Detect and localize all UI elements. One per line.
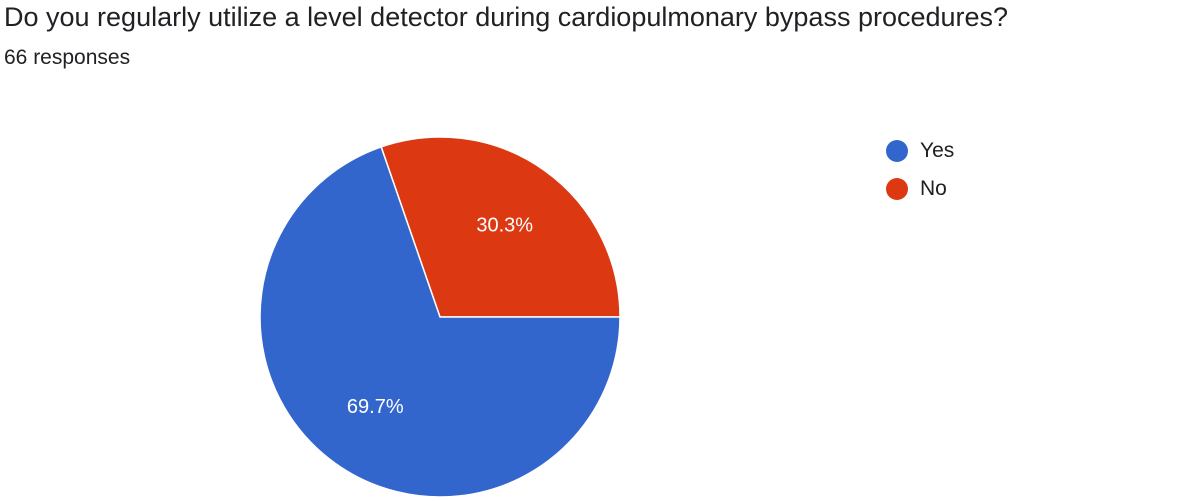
pie-slice-yes	[259, 145, 621, 498]
chart-legend: Yes No	[886, 132, 954, 208]
pie-slice-no	[380, 136, 621, 318]
legend-item-no[interactable]: No	[886, 170, 954, 208]
legend-label: Yes	[920, 139, 955, 162]
slice-label-no: 30.3%	[476, 214, 533, 236]
legend-item-yes[interactable]: Yes	[886, 132, 954, 170]
slice-label-yes: 69.7%	[347, 396, 404, 418]
chart-title: Do you regularly utilize a level detecto…	[4, 2, 1009, 32]
legend-swatch-icon	[886, 140, 908, 162]
legend-label: No	[920, 177, 947, 200]
response-count: 66 responses	[4, 46, 131, 69]
legend-swatch-icon	[886, 178, 908, 200]
